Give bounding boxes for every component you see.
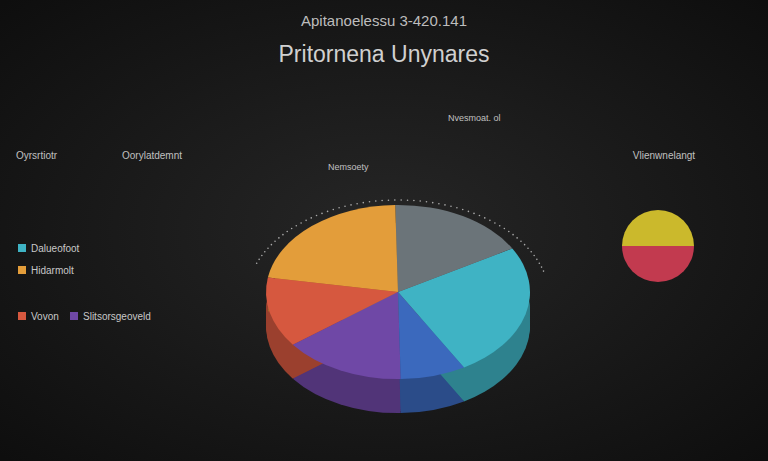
decor-dot (543, 270, 545, 272)
decor-dot (278, 237, 280, 239)
decor-dot (271, 244, 273, 246)
decor-dot (462, 209, 464, 211)
decor-dot (530, 251, 532, 253)
pie-slice (268, 205, 398, 292)
decor-dot (291, 228, 293, 230)
decor-dot (356, 203, 358, 205)
chart-canvas: Apitanoelessu 3-420.141 Pritornena Unynar… (0, 0, 768, 461)
decor-dot (362, 202, 364, 204)
decor-dot (332, 209, 334, 211)
annotation: Nemsoety (328, 162, 369, 172)
decor-dot (484, 217, 486, 219)
decor-dot (256, 262, 258, 264)
annotation: Nvesmoat. ol (448, 113, 501, 123)
pie-top (266, 205, 530, 379)
decor-dot (541, 266, 543, 268)
decor-dot (327, 211, 329, 213)
decor-dot (274, 240, 276, 242)
pie-slice (395, 205, 512, 292)
pie-group (266, 205, 530, 413)
decor-dot (282, 234, 284, 236)
pie-top (622, 210, 694, 282)
decor-dot (539, 262, 541, 264)
legend-swatch (18, 266, 26, 274)
pie-slice (293, 292, 401, 379)
chart-title: Apitanoelessu 3-420.141 (301, 12, 467, 29)
decor-dot (426, 201, 428, 203)
decor-dot (468, 211, 470, 213)
pie-slice (622, 210, 694, 246)
decor-dot (516, 237, 518, 239)
decor-dot (261, 255, 263, 257)
decor-dot (520, 240, 522, 242)
decor-dot (369, 201, 371, 203)
decor-dot (536, 259, 538, 261)
decor-dot (494, 222, 496, 224)
decor-dot (300, 222, 302, 224)
decor-dot (258, 259, 260, 261)
decor-dot (527, 247, 529, 249)
decor-dot (413, 200, 415, 202)
decor-dot (512, 234, 514, 236)
annotation: Oorylatdemnt (122, 150, 182, 161)
annotation: Oyrsrtiotr (16, 150, 58, 161)
legend-swatch (70, 312, 78, 320)
legend-label: Dalueofoot (31, 243, 80, 254)
decor-dot (316, 215, 318, 217)
decor-dot (264, 251, 266, 253)
decor-dot (444, 204, 446, 206)
decor-dot (504, 228, 506, 230)
legend-label: Hidarmolt (31, 265, 74, 276)
decor-dot (407, 199, 409, 201)
decor-dot (321, 213, 323, 215)
decor-dot (394, 199, 396, 201)
decor-dot (381, 200, 383, 202)
decor-dot (295, 225, 297, 227)
decor-dot (533, 255, 535, 257)
decor-dot (388, 199, 390, 201)
decor-dot (450, 205, 452, 207)
decor-dot (286, 231, 288, 233)
decor-dot (350, 204, 352, 206)
pie-slice (398, 292, 464, 379)
decor-dot (473, 213, 475, 215)
legend-label: Slitsorsgeoveld (83, 311, 151, 322)
legend-label: Vovon (31, 311, 59, 322)
decor-dot (338, 207, 340, 209)
decor-dot (508, 231, 510, 233)
decor-dot (310, 217, 312, 219)
background (0, 0, 768, 461)
decor-dot (375, 200, 377, 202)
decor-dot (489, 220, 491, 222)
decor-dot (419, 200, 421, 202)
decor-dot (305, 220, 307, 222)
decor-dot (432, 202, 434, 204)
legend-swatch (18, 244, 26, 252)
legend: Dalueofoot Hidarmolt Vovon Slitsorsgeoveld (18, 243, 151, 322)
legend-swatch (18, 312, 26, 320)
pie-slice (622, 246, 694, 282)
decor-dot (344, 205, 346, 207)
decor-dot (499, 225, 501, 227)
decor-dot (438, 203, 440, 205)
chart-title: Vlienwnelangt (633, 150, 695, 161)
chart-subtitle: Pritornena Unynares (279, 41, 490, 67)
decor-dot (456, 207, 458, 209)
decor-dot (267, 247, 269, 249)
decor-dot (479, 215, 481, 217)
decor-dot (524, 244, 526, 246)
pie-group (622, 210, 694, 282)
decor-dot (400, 199, 402, 201)
